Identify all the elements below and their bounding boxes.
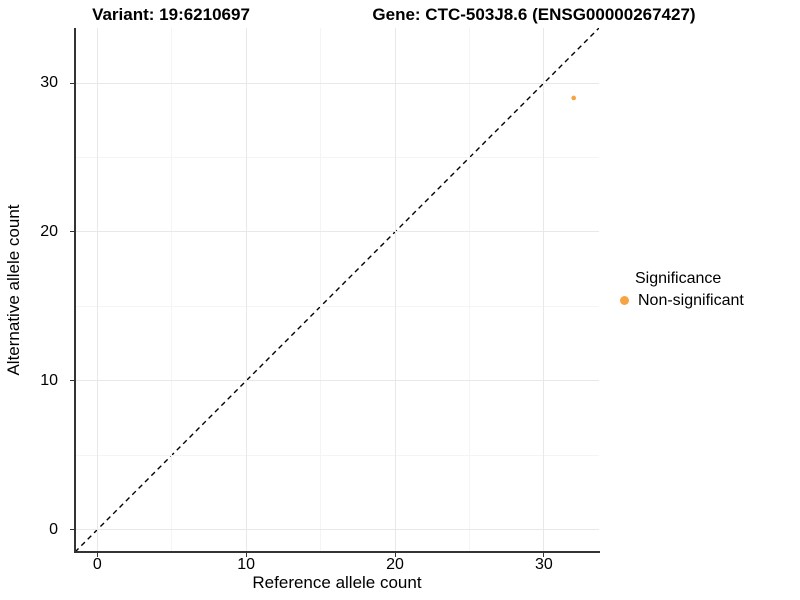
y-axis-tick bbox=[70, 380, 75, 382]
identity-dashed-line bbox=[75, 28, 599, 552]
y-axis-title: Alternative allele count bbox=[4, 204, 23, 376]
minor-gridline-vertical bbox=[171, 28, 173, 552]
y-axis-tick bbox=[70, 529, 75, 531]
x-tick-label: 30 bbox=[535, 556, 553, 573]
minor-gridline-vertical bbox=[468, 28, 470, 552]
legend: Significance Non-significant bbox=[616, 269, 744, 310]
gene-title: Gene: CTC-503J8.6 (ENSG00000267427) bbox=[372, 5, 696, 24]
data-point bbox=[571, 95, 576, 101]
x-axis-tick bbox=[245, 552, 247, 557]
legend-entry: Non-significant bbox=[616, 291, 744, 310]
x-axis-line bbox=[74, 551, 600, 553]
y-axis-tick bbox=[70, 231, 75, 233]
y-axis-tick bbox=[70, 82, 75, 84]
x-axis-tick bbox=[394, 552, 396, 557]
x-axis-title: Reference allele count bbox=[252, 573, 422, 592]
y-tick-label: 10 bbox=[40, 371, 58, 389]
legend-point-icon bbox=[620, 296, 629, 305]
major-gridline-horizontal bbox=[75, 380, 599, 382]
y-tick-label: 0 bbox=[49, 520, 58, 538]
plot-canvas bbox=[75, 28, 599, 552]
major-gridline-horizontal bbox=[75, 529, 599, 531]
major-gridline-vertical bbox=[96, 28, 98, 552]
y-tick-label: 20 bbox=[40, 222, 58, 240]
x-axis-tick bbox=[96, 552, 98, 557]
major-gridline-vertical bbox=[394, 28, 396, 552]
major-gridline-horizontal bbox=[75, 82, 599, 84]
y-tick-label: 30 bbox=[40, 74, 58, 92]
minor-gridline-vertical bbox=[320, 28, 322, 552]
major-gridline-horizontal bbox=[75, 231, 599, 233]
major-gridline-vertical bbox=[245, 28, 247, 552]
x-tick-label: 0 bbox=[92, 556, 102, 573]
y-axis-line bbox=[74, 28, 76, 552]
minor-gridline-horizontal bbox=[75, 157, 599, 158]
plot-panel bbox=[75, 28, 599, 552]
x-tick-label: 20 bbox=[386, 556, 404, 573]
legend-entry-label: Non-significant bbox=[638, 292, 744, 309]
x-tick-label: 10 bbox=[237, 556, 256, 573]
x-axis-tick bbox=[543, 552, 545, 557]
minor-gridline-horizontal bbox=[75, 305, 599, 307]
major-gridline-vertical bbox=[543, 28, 545, 552]
variant-title: Variant: 19:6210697 bbox=[92, 5, 250, 24]
minor-gridline-horizontal bbox=[75, 454, 599, 456]
legend-title: Significance bbox=[635, 270, 722, 287]
